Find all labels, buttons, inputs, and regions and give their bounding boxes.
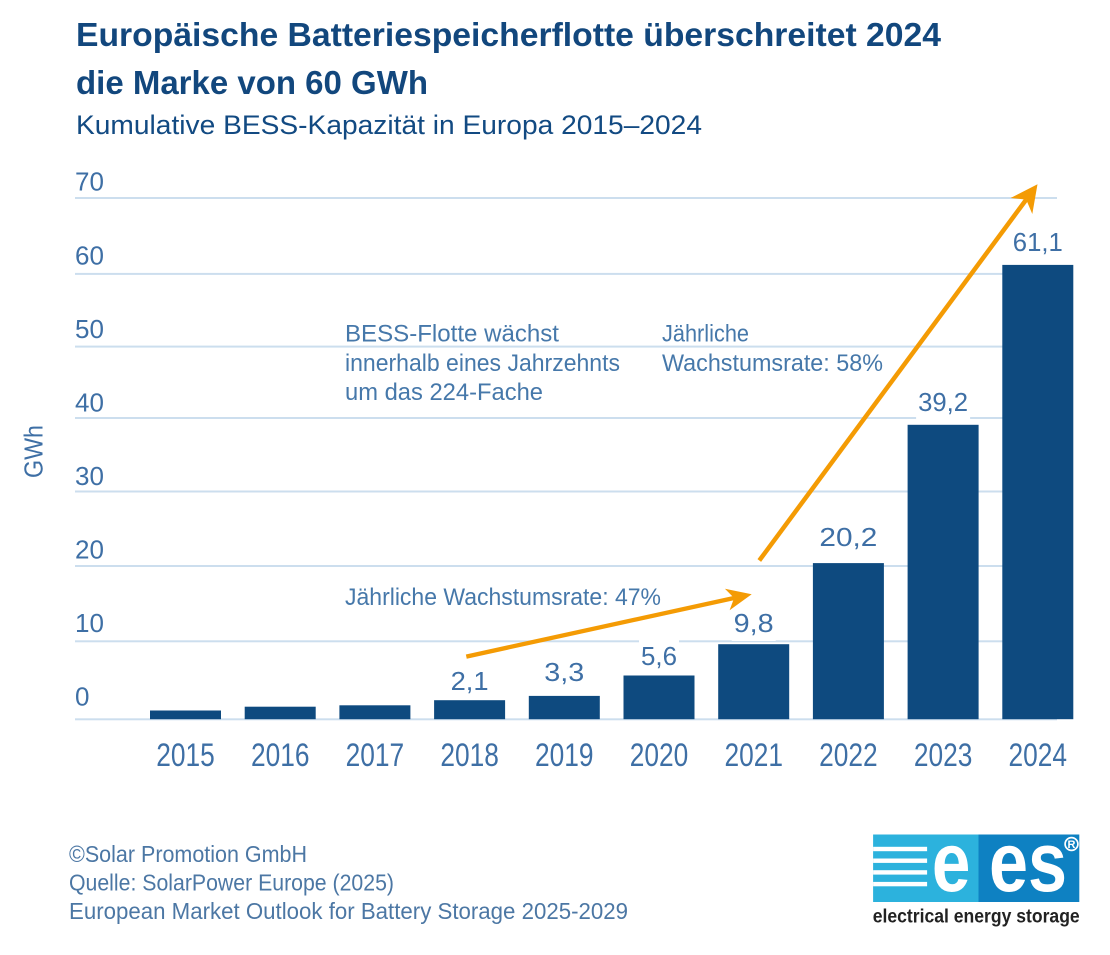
- svg-text:2,1: 2,1: [451, 666, 489, 696]
- svg-text:2017: 2017: [346, 737, 405, 773]
- svg-text:2016: 2016: [251, 737, 310, 773]
- svg-text:es: es: [989, 815, 1067, 909]
- svg-text:0: 0: [75, 682, 89, 712]
- svg-text:3,3: 3,3: [544, 657, 584, 687]
- svg-text:e: e: [932, 815, 971, 909]
- svg-text:Europäische Batteriespeicherfl: Europäische Batteriespeicherflotte übers…: [76, 16, 942, 53]
- svg-text:2018: 2018: [440, 737, 499, 773]
- svg-text:2022: 2022: [819, 737, 878, 773]
- svg-text:2020: 2020: [630, 737, 689, 773]
- svg-text:40: 40: [75, 388, 104, 418]
- svg-text:2023: 2023: [914, 737, 973, 773]
- svg-text:Wachstumsrate: 58%: Wachstumsrate: 58%: [662, 350, 883, 377]
- svg-text:61,1: 61,1: [1013, 227, 1063, 257]
- svg-text:50: 50: [75, 314, 104, 344]
- svg-text:60: 60: [75, 240, 104, 270]
- svg-text:um das 224-Fache: um das 224-Fache: [345, 379, 543, 406]
- svg-text:electrical energy storage: electrical energy storage: [873, 906, 1080, 927]
- svg-text:2024: 2024: [1009, 737, 1068, 773]
- svg-text:10: 10: [75, 608, 104, 638]
- svg-text:die Marke von 60 GWh: die Marke von 60 GWh: [76, 64, 428, 101]
- svg-text:GWh: GWh: [19, 425, 49, 478]
- svg-text:5,6: 5,6: [641, 641, 677, 671]
- svg-text:2021: 2021: [724, 737, 783, 773]
- svg-text:R: R: [1068, 839, 1076, 851]
- svg-text:20: 20: [75, 535, 104, 565]
- svg-text:70: 70: [75, 166, 104, 196]
- svg-text:20,2: 20,2: [819, 522, 877, 552]
- svg-text:2015: 2015: [156, 737, 215, 773]
- svg-text:9,8: 9,8: [734, 608, 774, 638]
- svg-text:39,2: 39,2: [918, 387, 968, 417]
- svg-text:Quelle: SolarPower Europe (202: Quelle: SolarPower Europe (2025): [69, 870, 394, 896]
- svg-text:European Market Outlook for Ba: European Market Outlook for Battery Stor…: [69, 898, 628, 924]
- svg-text:2019: 2019: [535, 737, 594, 773]
- svg-text:Jährliche: Jährliche: [662, 321, 749, 348]
- svg-text:Jährliche Wachstumsrate: 47%: Jährliche Wachstumsrate: 47%: [345, 584, 661, 611]
- svg-text:30: 30: [75, 461, 104, 491]
- svg-text:©Solar Promotion GmbH: ©Solar Promotion GmbH: [69, 841, 307, 867]
- svg-text:Kumulative BESS-Kapazität in E: Kumulative BESS-Kapazität in Europa 2015…: [76, 110, 702, 140]
- svg-text:innerhalb eines Jahrzehnts: innerhalb eines Jahrzehnts: [345, 350, 620, 377]
- svg-text:BESS-Flotte wächst: BESS-Flotte wächst: [345, 321, 559, 348]
